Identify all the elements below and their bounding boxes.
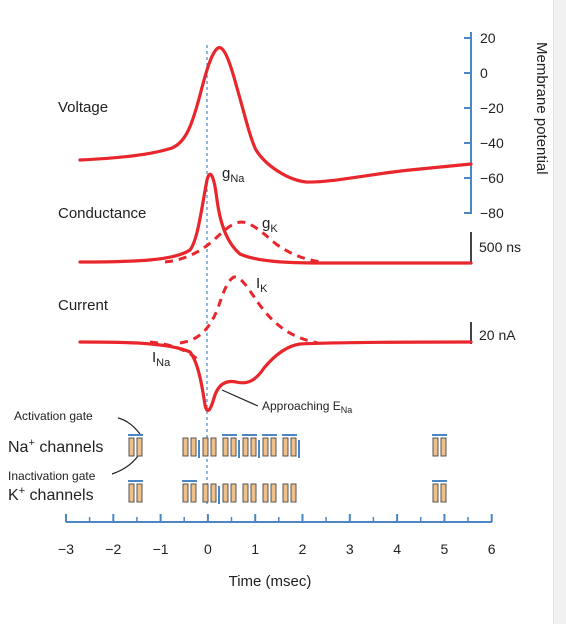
- mp-tick-label: −40: [480, 135, 504, 151]
- ion-channel: [432, 480, 447, 503]
- ik-label: IK: [256, 275, 268, 295]
- gna-trace: [78, 172, 473, 265]
- ik-trace: [179, 275, 319, 345]
- inactivation-gate-pointer: [111, 455, 139, 475]
- ina-label: INa: [152, 349, 171, 369]
- time-tick-label: 0: [204, 541, 212, 557]
- mp-tick-label: −60: [480, 170, 504, 186]
- activation-gate-pointer: [117, 417, 141, 435]
- k-channel-row: [128, 480, 447, 504]
- activation-gate-label: Activation gate: [14, 409, 93, 423]
- ion-channel: [432, 434, 447, 457]
- time-tick-label: 3: [346, 541, 354, 557]
- conductance-scale-label: 500 ns: [479, 239, 521, 255]
- ion-channel: [242, 483, 257, 503]
- time-tick-label: 1: [251, 541, 259, 557]
- membrane-potential-axis: 20 0 −20 −40 −60 −80 Membrane potential: [464, 30, 550, 221]
- ina-trace: [78, 340, 473, 413]
- ion-channel: [202, 437, 217, 457]
- ina-dashed-tail: [149, 340, 200, 362]
- ion-channel: [182, 437, 200, 458]
- gk-label: gK: [262, 215, 278, 235]
- ion-channel: [128, 434, 143, 457]
- current-label: Current: [58, 297, 109, 314]
- time-tick-label: 6: [488, 541, 496, 557]
- na-channels-label: Na+ channels: [8, 437, 103, 456]
- voltage-label: Voltage: [58, 99, 108, 116]
- k-channels-label: K+ channels: [8, 485, 94, 504]
- ion-channel: [262, 483, 277, 503]
- time-axis-title: Time (msec): [229, 573, 312, 590]
- time-tick-label: 5: [441, 541, 449, 557]
- mp-tick-label: 20: [480, 30, 496, 46]
- mp-tick-label: −20: [480, 100, 504, 116]
- time-tick-label: −3: [58, 541, 74, 557]
- membrane-potential-title: Membrane potential: [533, 42, 550, 175]
- ion-channel: [242, 434, 260, 458]
- ion-channel: [282, 483, 297, 503]
- ion-channel: [262, 434, 277, 457]
- time-tick-label: 4: [393, 541, 401, 557]
- ion-channel: [128, 480, 143, 503]
- gk-trace: [164, 220, 323, 264]
- voltage-trace: [78, 46, 473, 184]
- ion-channel: [222, 434, 240, 458]
- time-axis: −3 −2 −1 0 1 2 3 4 5 6 Time (msec): [58, 514, 496, 590]
- time-tick-label: −1: [153, 541, 169, 557]
- approach-pointer: [221, 389, 259, 407]
- inactivation-gate-label: Inactivation gate: [8, 469, 96, 483]
- ion-channel: [182, 480, 197, 503]
- mp-tick-label: −80: [480, 205, 504, 221]
- current-scale-label: 20 nA: [479, 327, 516, 343]
- ion-channel: [282, 434, 300, 458]
- ion-channel: [222, 483, 237, 503]
- time-tick-label: 2: [299, 541, 307, 557]
- ion-channel: [202, 483, 220, 504]
- approach-label: Approaching ENa: [262, 399, 352, 415]
- na-channel-row: [128, 434, 447, 458]
- mp-tick-label: 0: [480, 65, 488, 81]
- time-tick-label: −2: [105, 541, 121, 557]
- gna-label: gNa: [222, 165, 245, 185]
- conductance-label: Conductance: [58, 205, 146, 222]
- vertical-scrollbar[interactable]: [553, 0, 566, 624]
